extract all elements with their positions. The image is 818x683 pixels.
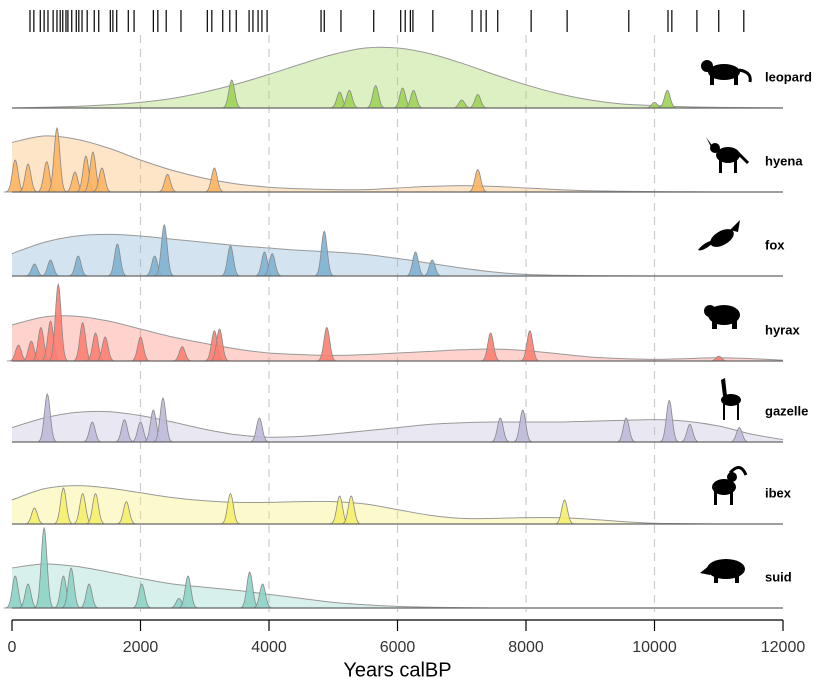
density-area [12,563,783,609]
series-label: suid [765,569,792,584]
series-label: fox [765,237,785,252]
density-line [11,315,784,361]
ridge: hyrax [6,282,800,362]
ridge: hyena [3,126,803,193]
series-label: leopard [765,69,812,84]
density-area [12,411,783,442]
ridge: leopard [11,46,812,109]
ridge: gazelle [11,393,808,443]
series-label: ibex [765,485,792,500]
peak [152,223,176,277]
density-area [12,234,783,277]
series-label: gazelle [765,403,808,418]
peak [312,230,336,277]
peak [51,487,75,525]
peak [32,526,56,609]
density-area [12,485,783,525]
icon [706,137,750,173]
x-axis-label: Years calBP [343,659,451,681]
x-tick-label: 12000 [761,639,806,656]
peak [657,399,681,443]
peak [35,393,59,443]
series-label: hyena [765,153,803,168]
icon [701,60,752,85]
plot-area: leopard hyena fox hyrax gazelle ibex suid 0 2000… [3,10,812,681]
density-area [12,315,783,361]
ridge: suid [3,526,792,609]
density-area [12,47,783,108]
peak [59,567,83,609]
x-tick-label: 10000 [632,639,677,656]
icon [712,466,748,505]
x-tick-label: 4000 [251,639,287,656]
x-tick-label: 2000 [123,639,159,656]
icon [704,305,740,329]
icon [698,220,740,251]
series-label: hyrax [765,322,800,337]
ridge: ibex [11,485,792,525]
animal-icons [698,60,752,583]
x-tick-label: 8000 [508,639,544,656]
peak [151,397,175,443]
density-line [11,410,784,441]
icon [700,559,745,583]
peak [45,126,69,193]
peak [46,282,70,362]
ridge: fox [11,223,785,277]
density-line [11,485,783,525]
x-tick-label: 6000 [380,639,416,656]
x-tick-label: 0 [8,639,17,656]
icon [721,378,741,420]
